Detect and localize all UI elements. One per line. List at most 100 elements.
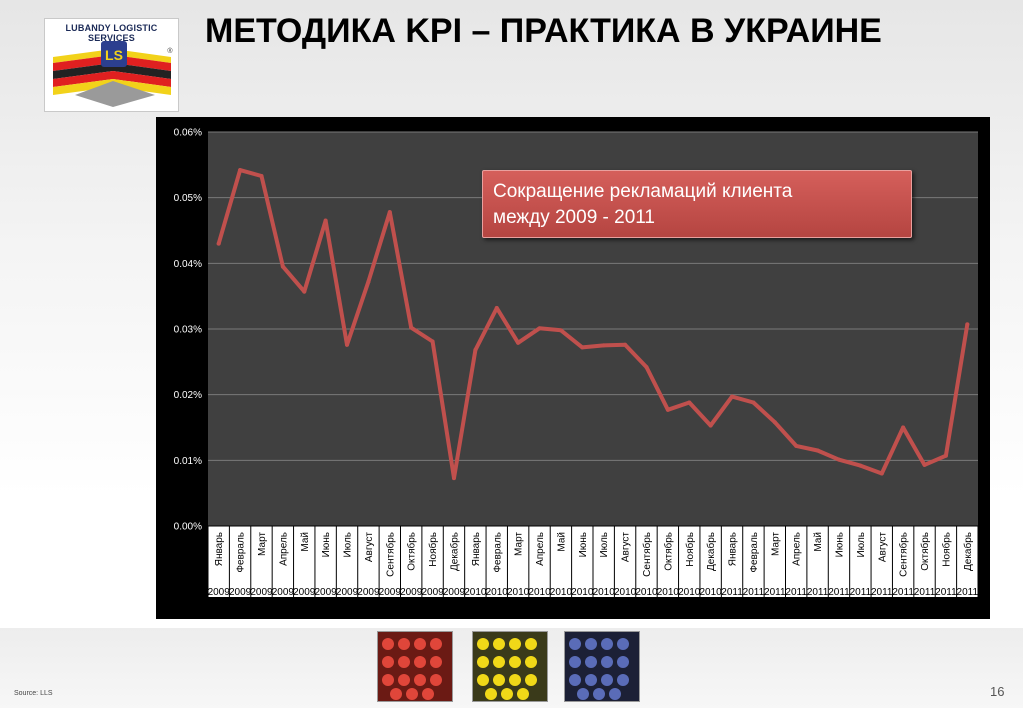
x-tick-year-label: 2010 <box>486 587 509 598</box>
y-tick-label: 0.05% <box>174 193 202 204</box>
x-tick-month-label: Август <box>621 532 632 563</box>
data-point <box>451 476 456 481</box>
chart-callout: Сокращение рекламаций клиента между 2009… <box>482 170 912 238</box>
data-point <box>751 400 756 405</box>
y-axis-ticks: 0.00% 0.01% 0.02% 0.03% 0.04% 0.05% 0.06% <box>174 128 202 533</box>
data-point <box>644 365 649 370</box>
x-tick-month-label: Май <box>813 532 824 552</box>
data-point <box>537 326 542 331</box>
page-number: 16 <box>990 684 1005 699</box>
data-point <box>302 289 307 294</box>
chart-frame: 0.00% 0.01% 0.02% 0.03% 0.04% 0.05% 0.06% Янва… <box>156 117 990 619</box>
x-tick-month-label: Октябрь <box>662 532 674 571</box>
x-tick-month-label: Ноябрь <box>427 532 439 567</box>
logo-text: LUBANDY LOGISTIC SERVICES <box>65 23 158 43</box>
data-point <box>473 348 478 353</box>
x-tick-month-label: Сентябрь <box>898 532 910 577</box>
x-tick-month-label: Март <box>770 532 781 556</box>
data-point <box>943 453 948 458</box>
data-point <box>516 340 521 345</box>
x-tick-year-label: 2010 <box>657 587 680 598</box>
x-tick-month-label: Сентябрь <box>384 532 396 577</box>
thumbnail-yellow-pallets <box>472 631 548 702</box>
x-tick-year-label: 2011 <box>807 587 829 598</box>
y-tick-label: 0.04% <box>174 259 202 270</box>
data-point <box>409 325 414 330</box>
data-point <box>665 407 670 412</box>
x-tick-month-label: Июнь <box>834 532 845 557</box>
x-tick-month-label: Декабрь <box>962 532 974 571</box>
data-point <box>858 463 863 468</box>
data-point <box>323 218 328 223</box>
x-tick-month-label: Февраль <box>492 532 503 573</box>
x-tick-year-label: 2010 <box>550 587 573 598</box>
y-tick-label: 0.02% <box>174 390 202 401</box>
data-point <box>280 264 285 269</box>
x-tick-year-label: 2009 <box>357 587 380 598</box>
data-point <box>836 457 841 462</box>
x-axis-category-table: Январь 2009 Февраль 2009 Март 2009 Апрель 2009 М… <box>207 525 979 598</box>
x-tick-year-label: 2011 <box>828 587 850 598</box>
page-title: МЕТОДИКА KPI – ПРАКТИКА В УКРАИНЕ <box>205 12 882 50</box>
x-tick-year-label: 2009 <box>400 587 423 598</box>
x-tick-month-label: Апрель <box>278 532 289 566</box>
x-tick-year-label: 2011 <box>957 587 979 598</box>
data-point <box>430 339 435 344</box>
x-tick-year-label: 2010 <box>614 587 637 598</box>
data-point <box>965 322 970 327</box>
data-point <box>708 423 713 428</box>
x-tick-year-label: 2010 <box>593 587 616 598</box>
x-tick-month-label: Декабрь <box>705 532 717 571</box>
x-tick-month-label: Октябрь <box>919 532 931 571</box>
red-goods-image <box>382 638 442 700</box>
x-tick-year-label: 2011 <box>785 587 807 598</box>
thumbnail-blue-pallets <box>564 631 640 702</box>
x-tick-year-label: 2011 <box>743 587 765 598</box>
x-tick-year-label: 2010 <box>700 587 723 598</box>
data-point <box>494 305 499 310</box>
x-tick-year-label: 2011 <box>892 587 914 598</box>
x-tick-year-label: 2009 <box>379 587 402 598</box>
data-point <box>687 400 692 405</box>
x-tick-year-label: 2010 <box>464 587 487 598</box>
registered-mark: ® <box>167 47 173 55</box>
data-point <box>580 345 585 350</box>
data-point <box>794 443 799 448</box>
y-tick-label: 0.06% <box>174 128 202 139</box>
x-tick-year-label: 2009 <box>315 587 338 598</box>
source-note: Source: LLS <box>14 690 53 697</box>
x-tick-month-label: Март <box>257 532 268 556</box>
x-tick-month-label: Январь <box>728 532 739 566</box>
y-tick-label: 0.03% <box>174 325 202 336</box>
series-points <box>216 168 970 481</box>
x-tick-year-label: 2011 <box>721 587 743 598</box>
data-point <box>216 241 221 246</box>
x-tick-year-label: 2010 <box>678 587 701 598</box>
blue-goods-image <box>569 638 629 700</box>
y-tick-label: 0.01% <box>174 456 202 467</box>
data-point <box>901 425 906 430</box>
x-tick-year-label: 2009 <box>443 587 466 598</box>
x-tick-year-label: 2010 <box>528 587 551 598</box>
data-point <box>366 279 371 284</box>
x-tick-year-label: 2009 <box>336 587 359 598</box>
x-tick-month-label: Июль <box>343 532 354 558</box>
x-tick-year-label: 2009 <box>229 587 252 598</box>
data-point <box>345 342 350 347</box>
x-tick-month-label: Ноябрь <box>684 532 696 567</box>
data-point <box>730 394 735 399</box>
data-point <box>772 420 777 425</box>
x-tick-month-label: Ноябрь <box>940 532 952 567</box>
x-tick-year-label: 2011 <box>914 587 936 598</box>
data-point <box>558 328 563 333</box>
x-tick-year-label: 2011 <box>935 587 957 598</box>
x-tick-year-label: 2010 <box>571 587 594 598</box>
x-tick-month-label: Декабрь <box>448 532 460 571</box>
x-tick-year-label: 2010 <box>635 587 658 598</box>
data-point <box>387 210 392 215</box>
x-tick-year-label: 2009 <box>293 587 316 598</box>
data-point <box>601 343 606 348</box>
x-tick-year-label: 2011 <box>871 587 893 598</box>
x-tick-month-label: Июнь <box>321 532 332 557</box>
x-tick-year-label: 2011 <box>850 587 872 598</box>
